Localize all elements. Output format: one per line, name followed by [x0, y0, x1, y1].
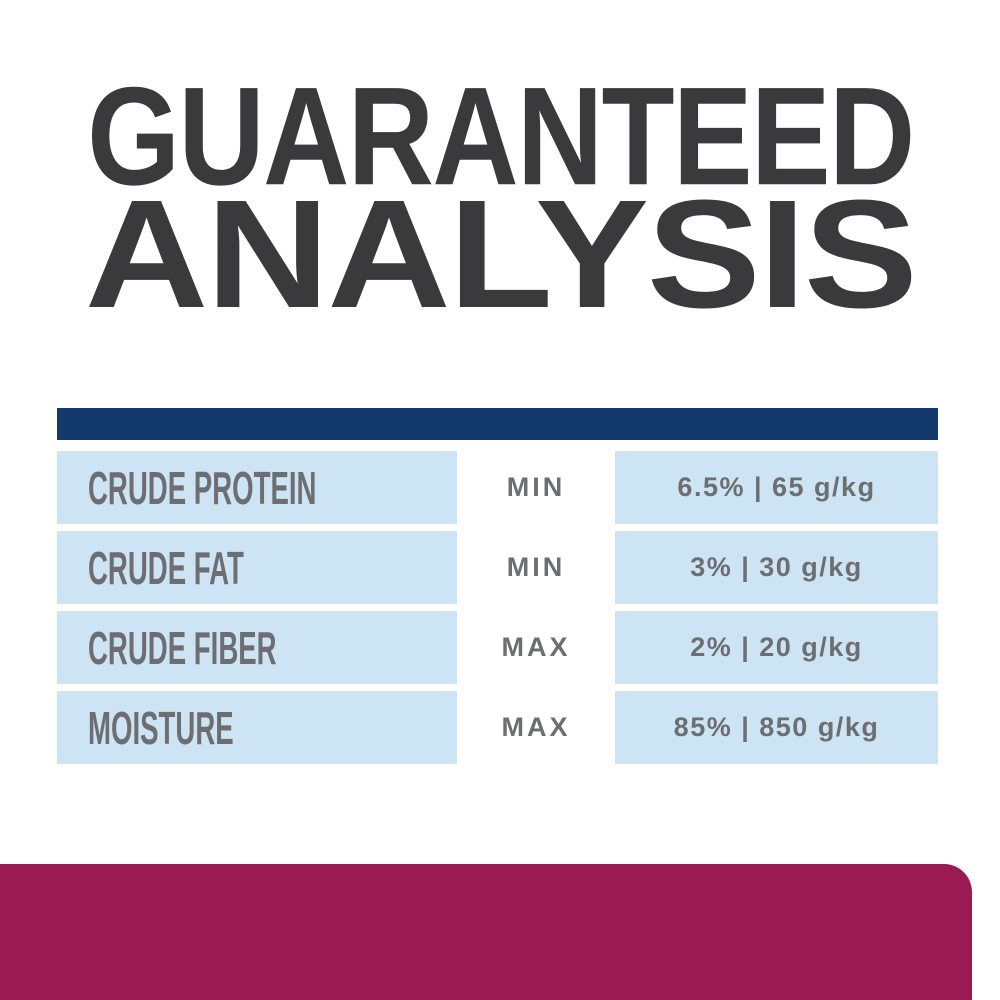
nutrient-name: CRUDE FAT: [88, 541, 244, 594]
analysis-table: CRUDE PROTEIN MIN 6.5% | 65 g/kg CRUDE F…: [57, 408, 938, 764]
page-title-line-2-text: ANALYSIS: [84, 168, 918, 340]
table-row: CRUDE FIBER MAX 2% | 20 g/kg: [57, 611, 938, 684]
nutrient-name-cell: CRUDE PROTEIN: [57, 451, 457, 524]
limit-type-cell: MIN: [457, 451, 615, 524]
limit-type: MIN: [506, 552, 566, 582]
table-row: CRUDE PROTEIN MIN 6.5% | 65 g/kg: [57, 451, 938, 524]
limit-type: MAX: [501, 632, 571, 662]
page-title-line-1-text: GUARANTEED: [86, 58, 915, 215]
page-title-line-1: GUARANTEED: [0, 58, 1000, 215]
nutrient-value-cell: 3% | 30 g/kg: [615, 531, 938, 604]
nutrient-name-cell: CRUDE FIBER: [57, 611, 457, 684]
limit-type: MIN: [506, 472, 566, 502]
limit-type: MAX: [501, 712, 571, 742]
nutrient-name: CRUDE FIBER: [88, 621, 277, 674]
limit-type-cell: MAX: [457, 691, 615, 764]
nutrient-value: 2% | 20 g/kg: [690, 632, 863, 662]
nutrient-value-cell: 6.5% | 65 g/kg: [615, 451, 938, 524]
table-row: CRUDE FAT MIN 3% | 30 g/kg: [57, 531, 938, 604]
nutrient-value: 6.5% | 65 g/kg: [677, 472, 876, 502]
nutrient-value-cell: 2% | 20 g/kg: [615, 611, 938, 684]
nutrient-name: MOISTURE: [88, 701, 234, 754]
table-row: MOISTURE MAX 85% | 850 g/kg: [57, 691, 938, 764]
nutrient-value: 85% | 850 g/kg: [673, 712, 880, 742]
nutrient-value-cell: 85% | 850 g/kg: [615, 691, 938, 764]
nutrient-name: CRUDE PROTEIN: [88, 461, 317, 514]
nutrient-name-cell: MOISTURE: [57, 691, 457, 764]
nutrient-name-cell: CRUDE FAT: [57, 531, 457, 604]
footer-accent-band: [0, 864, 972, 1000]
limit-type-cell: MIN: [457, 531, 615, 604]
table-header-bar: [57, 408, 938, 440]
page-title-line-2: ANALYSIS: [0, 177, 1000, 331]
nutrient-value: 3% | 30 g/kg: [690, 552, 863, 582]
limit-type-cell: MAX: [457, 611, 615, 684]
